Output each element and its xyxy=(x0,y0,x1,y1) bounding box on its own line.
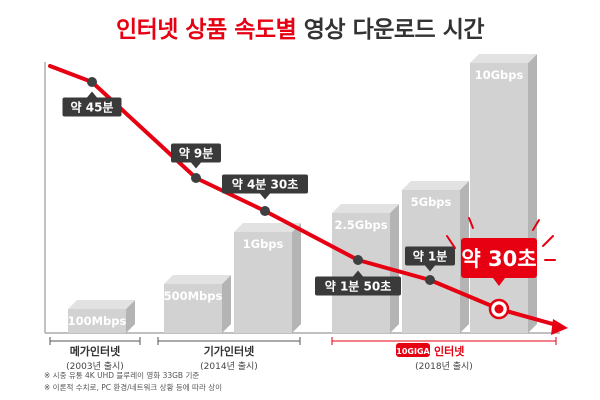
data-point xyxy=(87,77,97,87)
bar-front xyxy=(164,284,222,333)
bar-side xyxy=(222,275,231,333)
data-point xyxy=(260,206,270,216)
bar-top xyxy=(470,54,537,63)
callout-label: 약 1분 xyxy=(413,249,448,264)
callout-label: 약 45분 xyxy=(71,100,114,115)
callout-box xyxy=(171,143,221,163)
bar-side xyxy=(292,223,301,333)
title-highlight: 인터넷 상품 속도별 xyxy=(115,17,297,43)
bar-side xyxy=(528,54,537,333)
bar-top xyxy=(402,181,469,190)
time-callout: 약 45분 xyxy=(62,91,122,117)
callout-pointer xyxy=(191,162,201,169)
time-callout: 약 1분 50초 xyxy=(315,270,401,296)
bar-side xyxy=(126,300,135,333)
callout-pointer xyxy=(260,193,270,200)
callout-box xyxy=(405,246,455,266)
bar-top xyxy=(68,300,135,309)
bar-value-label: 500Mbps xyxy=(164,289,223,303)
group-name: 인터넷 xyxy=(434,344,464,358)
bar-front xyxy=(470,63,528,333)
title-rest: 영상 다운로드 시간 xyxy=(296,17,485,43)
bar-front xyxy=(234,232,292,333)
callout-box xyxy=(62,97,122,117)
group-year: (2003년 출시) xyxy=(66,361,124,372)
group-logo-text: 10GIGA xyxy=(396,347,430,356)
curve-arrowhead xyxy=(551,319,568,335)
category-group: 메가인터넷 (2003년 출시) xyxy=(49,337,141,372)
callout-label: 약 9분 xyxy=(179,146,214,161)
time-callout: 약 4분 30초 xyxy=(222,174,308,200)
footnotes: ※ 시중 유통 4K UHD 블루레이 영화 33GB 기준 ※ 이론적 수치로… xyxy=(44,370,222,394)
bar-value-label: 10Gbps xyxy=(475,68,524,82)
group-name: 메가인터넷 xyxy=(70,344,121,358)
highlight-callout: 약 30초 xyxy=(446,217,556,286)
final-point xyxy=(494,304,504,314)
highlight-pointer xyxy=(493,278,505,286)
bar-top xyxy=(332,204,399,213)
callout-box xyxy=(222,174,308,194)
time-callout: 약 1분 xyxy=(405,246,455,272)
bar: 100Mbps xyxy=(68,300,135,333)
burst-line xyxy=(532,219,540,231)
highlight-label: 약 30초 xyxy=(461,247,536,271)
callout-label: 약 1분 50초 xyxy=(325,279,392,294)
chart-title: 인터넷 상품 속도별 영상 다운로드 시간 xyxy=(0,10,600,44)
bar-front xyxy=(332,213,390,333)
burst-line xyxy=(542,235,554,247)
bar-value-label: 5Gbps xyxy=(411,195,452,209)
bar-top xyxy=(234,223,301,232)
time-callout: 약 9분 xyxy=(171,143,221,169)
data-point xyxy=(191,173,201,183)
bar: 2.5Gbps xyxy=(332,204,399,333)
callout-pointer xyxy=(425,265,435,272)
group-year: (2014년 출시) xyxy=(200,361,258,372)
category-group: 기가인터넷 (2014년 출시) xyxy=(157,337,301,372)
bar: 500Mbps xyxy=(164,275,231,333)
callout-pointer xyxy=(353,270,363,277)
bar-top xyxy=(164,275,231,284)
group-year: (2018년 출시) xyxy=(415,361,473,372)
bar: 1Gbps xyxy=(234,223,301,333)
footnote: ※ 시중 유통 4K UHD 블루레이 영화 33GB 기준 xyxy=(44,371,200,380)
callout-pointer xyxy=(87,91,97,98)
bar-front xyxy=(68,309,126,333)
bar: 10Gbps xyxy=(470,54,537,333)
group-name: 기가인터넷 xyxy=(204,344,255,358)
callout-box xyxy=(315,276,401,296)
bar-value-label: 1Gbps xyxy=(243,237,284,251)
category-group: 10GIGA 인터넷 (2018년 출시) xyxy=(331,337,557,372)
callout-label: 약 4분 30초 xyxy=(232,177,299,192)
data-point xyxy=(425,275,435,285)
data-point xyxy=(353,255,363,265)
highlight-box xyxy=(461,238,537,278)
burst-line xyxy=(446,235,456,249)
footnote: ※ 이론적 수치로, PC 환경/네트워크 상황 등에 따라 상이 xyxy=(44,383,223,392)
bar-value-label: 100Mbps xyxy=(68,314,127,328)
burst-line xyxy=(468,217,474,229)
bar-value-label: 2.5Gbps xyxy=(334,218,387,232)
group-logo-badge xyxy=(396,343,430,357)
